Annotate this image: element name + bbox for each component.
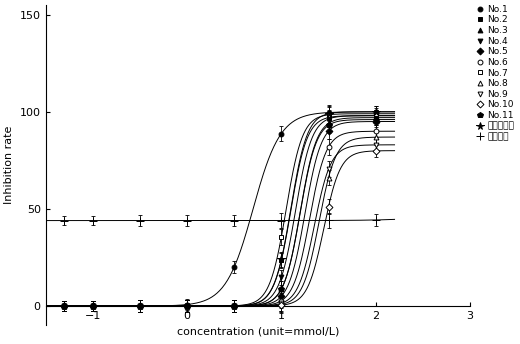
Y-axis label: Inhibition rate: Inhibition rate bbox=[4, 126, 14, 204]
X-axis label: concentration (unit=mmol/L): concentration (unit=mmol/L) bbox=[177, 326, 339, 336]
Legend: No.1, No.2, No.3, No.4, No.5, No.6, No.7, No.8, No.9, No.10, No.11, 先导化合物, 雷帕霨素: No.1, No.2, No.3, No.4, No.5, No.6, No.7… bbox=[475, 3, 516, 143]
